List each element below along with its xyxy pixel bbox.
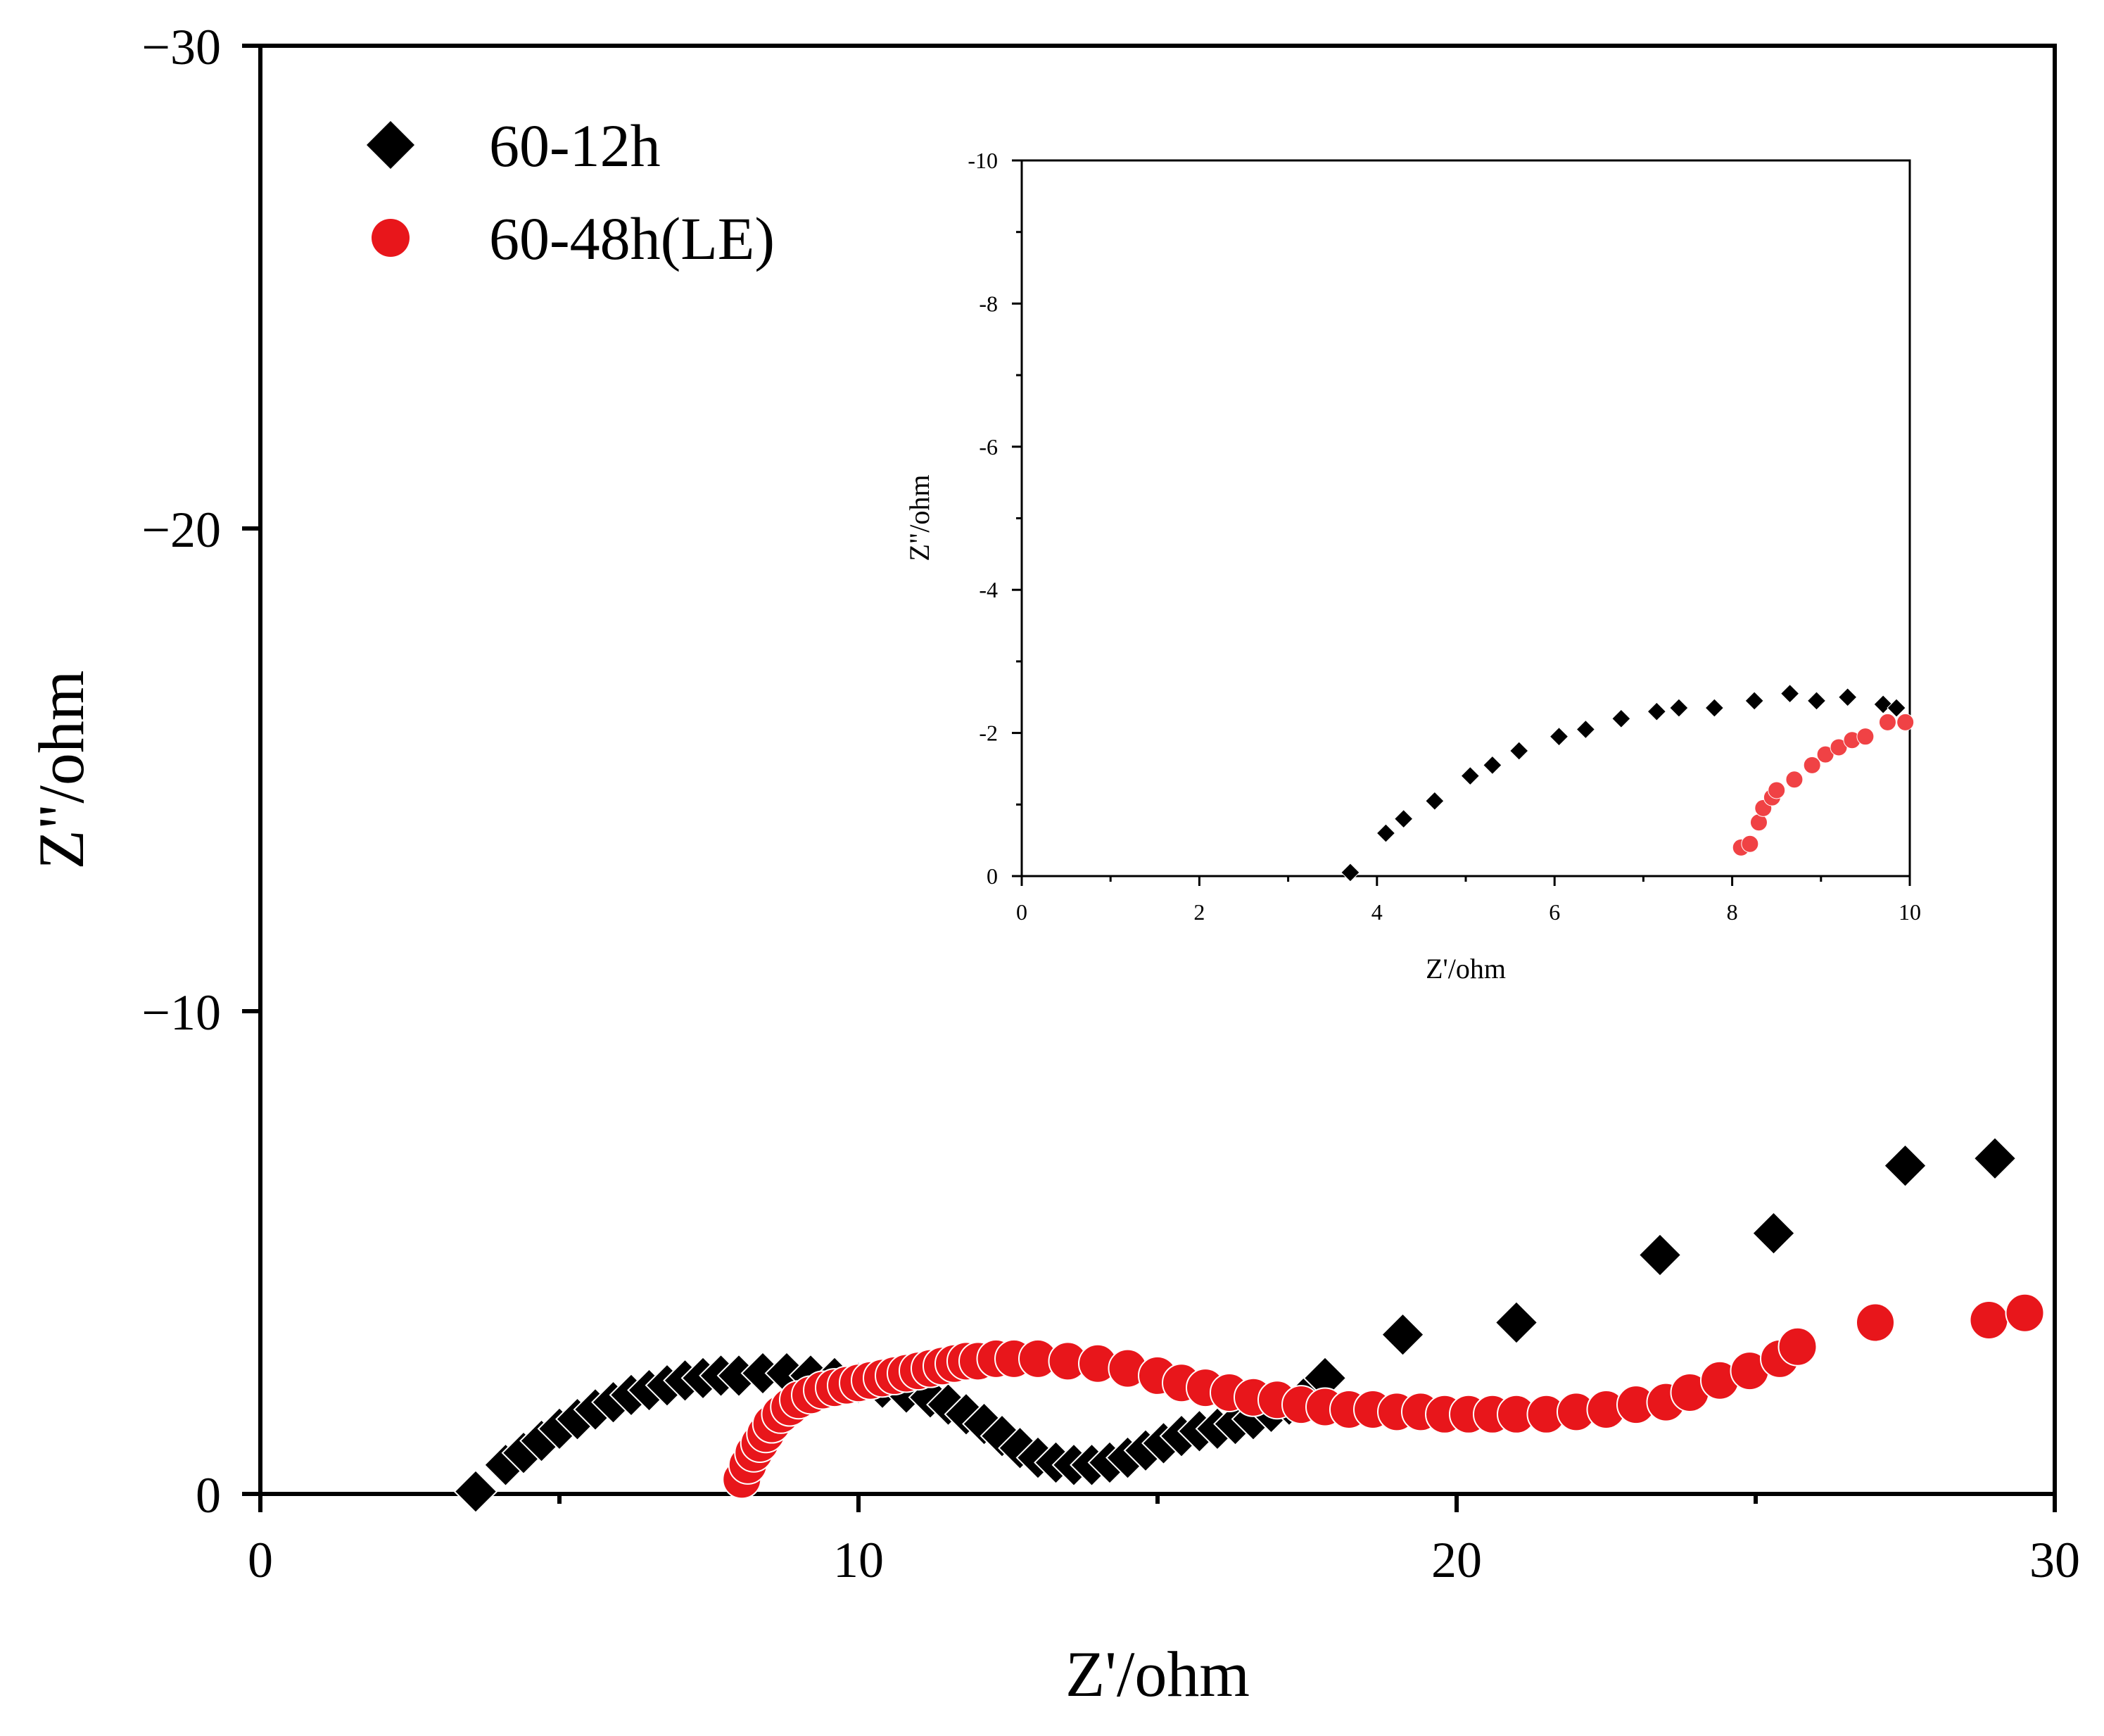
inset-y-tick-label: -4: [979, 577, 998, 602]
inset-diamond-point: [1873, 695, 1893, 714]
inset-diamond-point: [1483, 755, 1502, 775]
main-diamond-point: [453, 1469, 498, 1514]
inset-x-axis-label: Z'/ohm: [1426, 953, 1506, 984]
inset-diamond-point: [1780, 683, 1800, 704]
inset-diamond-point: [1393, 809, 1414, 829]
main-diamond-point: [1883, 1143, 1927, 1188]
inset-series-60-48h: [1732, 713, 1915, 856]
main-circle-point: [1969, 1300, 2009, 1341]
main-y-tick-label: 0: [196, 1467, 221, 1523]
main-diamond-point: [1381, 1312, 1425, 1357]
main-diamond-point: [1637, 1233, 1682, 1277]
inset-y-tick-label: 0: [987, 863, 998, 889]
inset-diamond-point: [1704, 698, 1725, 718]
inset-plot: 0 2 4 6 8 10 0 -2 -4 -6 -8 -10 Z'/ohm Z"/ohm: [904, 148, 1921, 984]
inset-series: [1341, 683, 1915, 882]
inset-x-tick-label: 6: [1549, 899, 1560, 925]
main-y-tick-label: −30: [141, 19, 221, 75]
main-series-60-48h: [722, 1293, 2045, 1500]
inset-circle-point: [1856, 728, 1875, 746]
inset-diamond-point: [1837, 688, 1858, 707]
inset-y-tick-label: -8: [979, 291, 998, 316]
inset-diamond-point: [1744, 691, 1764, 711]
legend-item-60-12h: 60-12h: [367, 112, 661, 179]
inset-diamond-point: [1425, 791, 1445, 811]
inset-ticks: [1012, 159, 1911, 886]
inset-circle-point: [1878, 713, 1896, 731]
main-series-60-12h: [453, 1136, 2017, 1514]
inset-diamond-point: [1460, 766, 1481, 786]
inset-y-tick-label: -2: [979, 721, 998, 746]
main-diamond-point: [1972, 1136, 2017, 1181]
main-diamond-point: [1494, 1300, 1539, 1345]
inset-circle-point: [1768, 781, 1786, 799]
inset-series-60-12h: [1341, 683, 1906, 882]
main-tick-labels: 0 10 20 300−10−20−30: [141, 19, 2080, 1588]
inset-x-tick-label: 10: [1899, 899, 1921, 925]
legend-label-60-48h: 60-48h(LE): [489, 205, 775, 272]
legend-item-60-48h: 60-48h(LE): [372, 205, 775, 272]
inset-diamond-point: [1806, 691, 1827, 711]
inset-x-tick-label: 8: [1727, 899, 1738, 925]
main-circle-point: [1856, 1303, 1895, 1343]
main-circle-point: [1777, 1326, 1818, 1367]
inset-diamond-point: [1549, 726, 1569, 747]
legend-diamond-marker: [367, 121, 414, 169]
inset-x-tick-label: 2: [1193, 899, 1205, 925]
main-x-axis-label: Z'/ohm: [1065, 1638, 1250, 1710]
inset-x-tick-label: 4: [1371, 899, 1383, 925]
main-x-tick-label: 0: [248, 1532, 273, 1588]
inset-diamond-point: [1509, 741, 1529, 761]
inset-circle-point: [1741, 835, 1759, 853]
main-series: [453, 1136, 2045, 1514]
inset-y-tick-label: -10: [968, 148, 998, 173]
main-ticks: [242, 44, 2057, 1512]
main-y-axis-label: Z"/ohm: [25, 671, 97, 870]
inset-x-tick-label: 0: [1016, 899, 1027, 925]
legend-circle-marker: [372, 219, 410, 257]
inset-y-axis-label: Z"/ohm: [904, 475, 935, 562]
inset-diamond-point: [1376, 823, 1396, 843]
main-circle-point: [2005, 1293, 2045, 1333]
inset-diamond-point: [1341, 863, 1360, 882]
main-y-tick-label: −10: [141, 984, 221, 1041]
inset-y-tick-label: -6: [979, 434, 998, 460]
inset-circle-point: [1803, 756, 1821, 774]
main-y-tick-label: −20: [141, 502, 221, 558]
main-diamond-point: [1751, 1211, 1796, 1255]
inset-tick-labels: 0 2 4 6 8 10 0 -2 -4 -6 -8 -10: [968, 148, 1921, 925]
main-x-tick-label: 30: [2029, 1532, 2080, 1588]
legend: 60-12h 60-48h(LE): [367, 112, 775, 272]
inset-diamond-point: [1647, 702, 1667, 721]
inset-background: [1022, 160, 1910, 876]
inset-diamond-point: [1576, 719, 1596, 740]
main-x-tick-label: 20: [1431, 1532, 1482, 1588]
inset-diamond-point: [1887, 698, 1906, 718]
legend-label-60-12h: 60-12h: [489, 112, 661, 179]
inset-circle-point: [1785, 771, 1804, 789]
main-x-tick-label: 10: [833, 1532, 884, 1588]
inset-circle-point: [1896, 713, 1915, 731]
inset-diamond-point: [1669, 698, 1689, 718]
inset-diamond-point: [1611, 709, 1631, 728]
